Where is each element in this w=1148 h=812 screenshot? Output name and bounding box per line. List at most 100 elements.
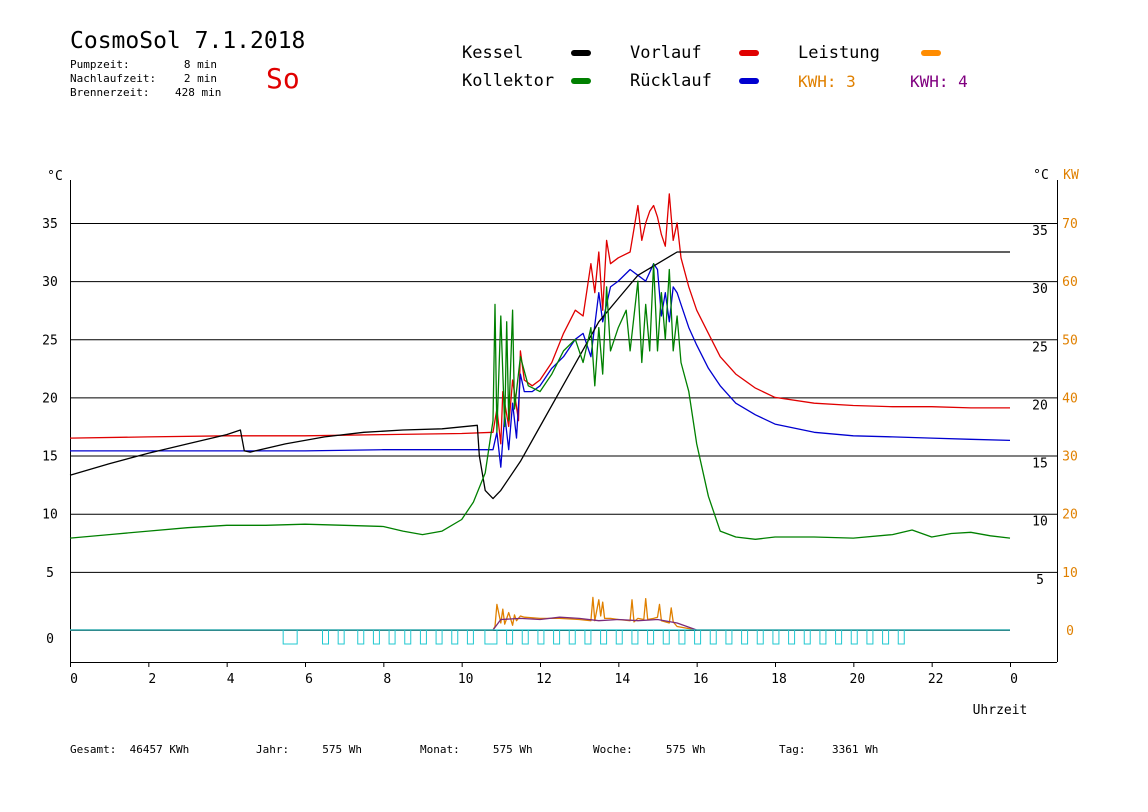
series-line-kessel — [69, 251, 1010, 500]
status-marker — [357, 629, 365, 645]
series-line-rücklauf — [70, 263, 1011, 468]
legend-kessel-label: Kessel — [462, 43, 524, 63]
status-marker — [694, 629, 702, 645]
weekday-label: So — [266, 62, 300, 95]
status-marker — [435, 629, 443, 645]
status-marker — [803, 629, 811, 645]
y-tick-label: 30 — [42, 275, 58, 290]
y-tick-label-right: 15 — [1032, 457, 1048, 472]
footer-value: 3361 Wh — [832, 743, 879, 756]
y-tick-label: 5 — [46, 566, 54, 581]
x-tick-label: 4 — [227, 672, 235, 687]
status-marker — [615, 629, 623, 645]
footer-label: Jahr: — [256, 743, 290, 756]
footer-jahr: Jahr: 575 Wh — [256, 743, 362, 756]
status-marker — [788, 629, 796, 645]
footer-monat: Monat: 575 Wh — [420, 743, 533, 756]
legend-ruecklauf-swatch — [739, 78, 759, 84]
status-marker — [506, 629, 514, 645]
x-tick-label: 14 — [615, 672, 631, 687]
x-axis-label: Uhrzeit — [973, 703, 1028, 718]
series-line-leistung — [70, 596, 1010, 631]
legend-vorlauf-label: Vorlauf — [630, 43, 702, 63]
status-marker — [466, 629, 474, 645]
status-marker — [419, 629, 427, 645]
x-tick-label: 2 — [148, 672, 156, 687]
y-axis-label: °C — [47, 169, 63, 184]
status-marker — [451, 629, 459, 645]
x-tick-label: 10 — [458, 672, 474, 687]
y-tick-label-right: 5 — [1036, 573, 1044, 588]
y-tick-label-right: 10 — [1032, 515, 1048, 530]
legend-kessel-swatch — [571, 50, 591, 56]
info-pumpzeit: Pumpzeit: 8 min — [70, 58, 217, 71]
footer-value: 575 Wh — [665, 743, 706, 756]
status-marker — [741, 629, 749, 645]
status-marker — [897, 629, 905, 645]
x-tick-label: 16 — [693, 672, 709, 687]
x-tick-label: 18 — [771, 672, 787, 687]
status-marker — [584, 629, 592, 645]
status-marker — [372, 629, 380, 645]
y-tick-label-right: 20 — [1032, 398, 1048, 413]
info-label: Nachlaufzeit: — [70, 72, 157, 85]
legend-kollektor-label: Kollektor — [462, 71, 555, 91]
x-tick-label: 8 — [383, 672, 391, 687]
legend-kollektor-swatch — [571, 78, 591, 84]
kw-tick-label: 10 — [1062, 566, 1078, 581]
footer-value: 575 Wh — [322, 743, 362, 756]
status-marker — [647, 629, 655, 645]
status-marker — [835, 629, 843, 645]
status-marker — [568, 629, 576, 645]
x-tick-label: 12 — [536, 672, 552, 687]
status-marker — [322, 629, 329, 645]
status-marker — [725, 629, 733, 645]
y-tick-label: 35 — [42, 217, 58, 232]
status-marker — [521, 629, 529, 645]
status-marker — [678, 629, 686, 645]
status-marker — [553, 629, 561, 645]
footer-label: Monat: — [420, 743, 460, 756]
x-tick-label: 0 — [1010, 672, 1018, 687]
y-tick-label: 0 — [46, 632, 54, 647]
kw-tick-label: 20 — [1062, 508, 1078, 523]
y-axis-label-right: °C — [1033, 168, 1049, 183]
y-tick-label: 10 — [42, 508, 58, 523]
x-tick-label: 22 — [928, 672, 944, 687]
status-marker — [600, 629, 608, 645]
info-value: 2 min — [183, 72, 217, 85]
info-nachlaufzeit: Nachlaufzeit: 2 min — [70, 72, 217, 85]
x-tick-label: 6 — [305, 672, 313, 687]
footer-tag: Tag: 3361 Wh — [779, 743, 878, 756]
y-tick-label: 15 — [42, 450, 58, 465]
footer-label: Gesamt: — [70, 743, 117, 756]
status-marker — [709, 629, 717, 645]
info-value: 428 min — [175, 86, 222, 99]
status-marker — [866, 629, 874, 645]
info-label: Brennerzeit: — [70, 86, 150, 99]
legend-vorlauf-swatch — [739, 50, 759, 56]
status-marker — [772, 629, 780, 645]
status-marker — [631, 629, 639, 645]
legend-leistung-label: Leistung — [798, 43, 880, 63]
footer-label: Woche: — [593, 743, 633, 756]
status-marker — [756, 629, 764, 645]
kw-axis-label: KW — [1063, 168, 1079, 183]
status-marker — [819, 629, 827, 645]
status-marker — [484, 629, 498, 645]
info-label: Pumpzeit: — [70, 58, 130, 71]
y-tick-label-right: 25 — [1032, 340, 1048, 355]
y-tick-label: 25 — [42, 333, 58, 348]
status-marker — [850, 629, 858, 645]
status-marker — [388, 629, 396, 645]
status-marker — [662, 629, 670, 645]
footer-value: 575 Wh — [492, 743, 533, 756]
series-line-pumpe — [70, 616, 1010, 631]
footer-woche: Woche: 575 Wh — [593, 743, 706, 756]
legend-ruecklauf-label: Rücklauf — [630, 71, 712, 91]
footer-label: Tag: — [779, 743, 806, 756]
legend-leistung-swatch — [921, 50, 941, 56]
footer-gesamt: Gesamt: 46457 KWh — [70, 743, 189, 756]
info-value: 8 min — [183, 58, 217, 71]
y-tick-label: 20 — [42, 391, 58, 406]
